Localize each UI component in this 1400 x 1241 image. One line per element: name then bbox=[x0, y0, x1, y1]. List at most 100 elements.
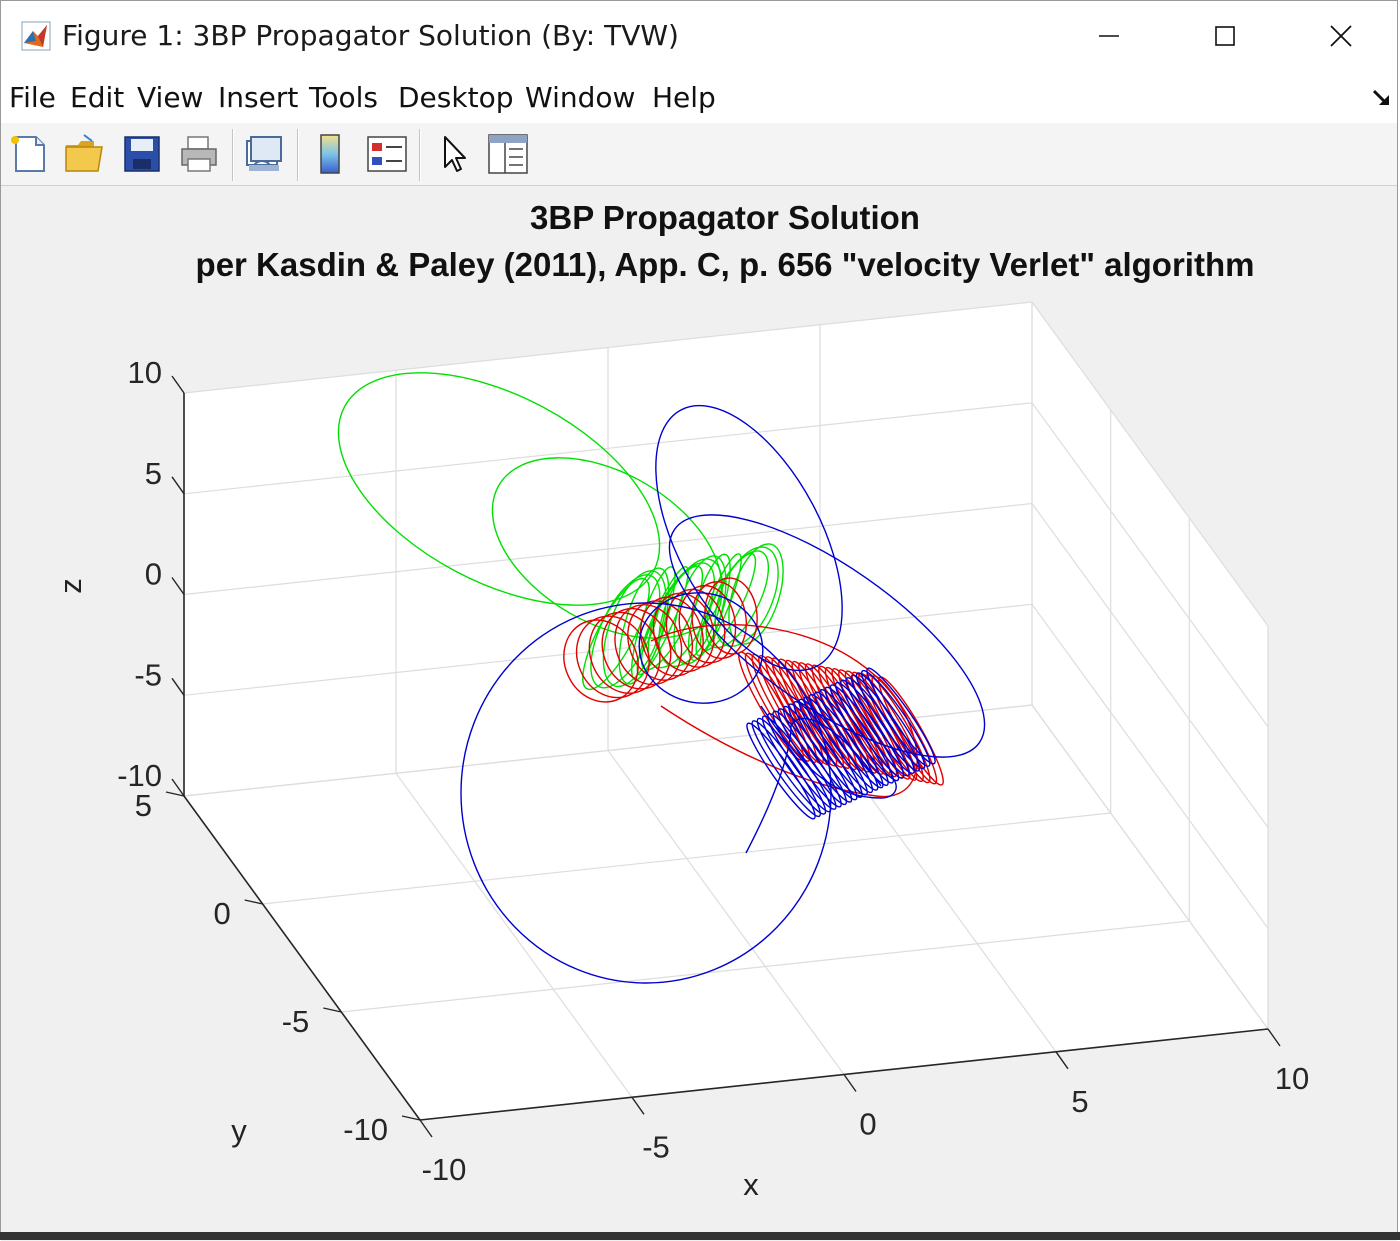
open-folder-icon[interactable] bbox=[62, 131, 108, 177]
trajectory-body2-loop bbox=[691, 581, 747, 660]
z-tick-mark bbox=[171, 677, 185, 696]
x-tick-label: 10 bbox=[1275, 1061, 1309, 1096]
z-tick-mark bbox=[171, 476, 185, 495]
trajectories bbox=[337, 372, 986, 984]
menu-bar: File Edit View Insert Tools Desktop Wind… bbox=[1, 71, 1397, 124]
trajectory-body2-loop bbox=[640, 596, 704, 677]
trajectory-body3-coil bbox=[756, 717, 827, 815]
z-tick-mark bbox=[171, 577, 185, 595]
trajectory-body3-coil bbox=[834, 681, 905, 779]
x-tick-mark bbox=[1267, 1028, 1281, 1047]
grid-line bbox=[1031, 301, 1269, 627]
x-tick-mark bbox=[1055, 1051, 1069, 1070]
z-tick-label: 10 bbox=[128, 355, 162, 390]
menu-view[interactable]: View bbox=[137, 81, 204, 114]
minimize-icon bbox=[1099, 35, 1119, 37]
dock-arrow-icon[interactable] bbox=[1371, 87, 1393, 109]
trajectory-body3-tail bbox=[745, 717, 882, 854]
y-tick-mark bbox=[244, 899, 263, 905]
title-bar[interactable]: Figure 1: 3BP Propagator Solution (By: T… bbox=[1, 1, 1397, 71]
y-axis-label: y bbox=[231, 1113, 247, 1148]
property-inspector-icon[interactable] bbox=[485, 131, 531, 177]
trajectory-body3-orbit bbox=[655, 404, 843, 672]
figure-canvas: -10 -5 0 5 10 -10 -5 0 5 -10 -5 0 5 10 3BP Propagator… bbox=[1, 186, 1397, 1241]
link-plot-icon[interactable] bbox=[241, 131, 287, 177]
trajectory-body3-coil bbox=[808, 693, 879, 791]
print-icon[interactable] bbox=[176, 131, 222, 177]
grid-line bbox=[262, 812, 1111, 905]
trajectory-body2-loop bbox=[575, 615, 650, 699]
menu-desktop[interactable]: Desktop bbox=[398, 81, 514, 114]
menu-help[interactable]: Help bbox=[652, 81, 716, 114]
menu-edit[interactable]: Edit bbox=[70, 81, 125, 114]
menu-insert[interactable]: Insert bbox=[218, 81, 299, 114]
trajectory-body3-loop bbox=[638, 592, 764, 704]
trajectory-body3-coil bbox=[793, 700, 863, 798]
y-axis-line bbox=[183, 795, 421, 1121]
maximize-button[interactable] bbox=[1167, 1, 1283, 71]
trajectory-body3-coil bbox=[777, 708, 848, 806]
y-tick-mark bbox=[323, 1007, 342, 1013]
axes-back-panes bbox=[184, 302, 1268, 1120]
grid-line bbox=[183, 502, 1033, 596]
chart-title: 3BP Propagator Solution bbox=[530, 199, 920, 236]
y-tick-label: -10 bbox=[343, 1112, 388, 1147]
toolbar-separator bbox=[297, 129, 299, 181]
grid-line bbox=[183, 603, 1033, 696]
x-tick-label: -10 bbox=[422, 1152, 467, 1187]
trajectory-body3-coil bbox=[798, 698, 868, 796]
trajectory-body3-coil bbox=[767, 712, 837, 810]
trajectory-body2-loop bbox=[678, 584, 737, 664]
trajectory-body2-coil bbox=[878, 676, 944, 786]
matlab-icon bbox=[21, 21, 51, 51]
y-tick-mark bbox=[165, 791, 185, 797]
trajectory-body3-coil bbox=[845, 677, 915, 775]
x-tick-mark bbox=[419, 1119, 433, 1138]
grid-line bbox=[1031, 402, 1269, 728]
y-tick-label: -5 bbox=[282, 1004, 310, 1039]
save-icon[interactable] bbox=[119, 131, 165, 177]
trajectory-body3-coil bbox=[866, 667, 936, 765]
z-tick-label: -5 bbox=[134, 657, 162, 692]
grid-lines bbox=[183, 301, 1269, 1121]
chart-subtitle: per Kasdin & Paley (2011), App. C, p. 65… bbox=[196, 246, 1255, 283]
grid-line bbox=[395, 772, 633, 1098]
trajectory-body3-coil bbox=[746, 722, 816, 820]
z-tick-mark bbox=[171, 778, 185, 797]
close-button[interactable] bbox=[1283, 1, 1399, 71]
trajectory-body3-coil bbox=[751, 720, 821, 818]
toolbar-separator bbox=[419, 129, 421, 181]
trajectory-body3-coil bbox=[829, 684, 900, 782]
close-icon bbox=[1330, 25, 1352, 47]
trajectory-body2-coil bbox=[751, 653, 818, 764]
menu-window[interactable]: Window bbox=[525, 81, 636, 114]
minimize-button[interactable] bbox=[1051, 1, 1167, 71]
grid-line bbox=[607, 750, 845, 1075]
trajectory-body3-coil bbox=[761, 715, 832, 813]
trajectory-body2-coil bbox=[744, 652, 811, 762]
grid-line bbox=[1031, 603, 1269, 929]
menu-tools[interactable]: Tools bbox=[309, 81, 378, 114]
menu-file[interactable]: File bbox=[9, 81, 56, 114]
grid-line bbox=[183, 402, 1033, 495]
trajectory-body1-loop bbox=[714, 546, 779, 647]
trajectory-body2-loop bbox=[704, 577, 758, 655]
trajectory-body3-orbit bbox=[668, 514, 986, 758]
y-tick-label: 0 bbox=[213, 896, 230, 931]
edit-plot-arrow-icon[interactable] bbox=[431, 131, 477, 177]
x-tick-label: 5 bbox=[1071, 1084, 1088, 1119]
insert-legend-icon[interactable] bbox=[364, 131, 410, 177]
trajectory-body3-coil bbox=[840, 679, 910, 777]
grid-line bbox=[819, 727, 1057, 1053]
grid-line bbox=[341, 920, 1190, 1013]
trajectory-body1-loop bbox=[695, 553, 742, 657]
x-tick-label: -5 bbox=[642, 1129, 670, 1164]
insert-colorbar-icon[interactable] bbox=[307, 131, 353, 177]
trajectory-body2-loop bbox=[614, 604, 683, 686]
x-tick-mark bbox=[631, 1096, 645, 1115]
trajectory-body3-coil bbox=[861, 669, 931, 767]
new-figure-icon[interactable] bbox=[6, 131, 52, 177]
maximize-icon bbox=[1215, 26, 1235, 46]
